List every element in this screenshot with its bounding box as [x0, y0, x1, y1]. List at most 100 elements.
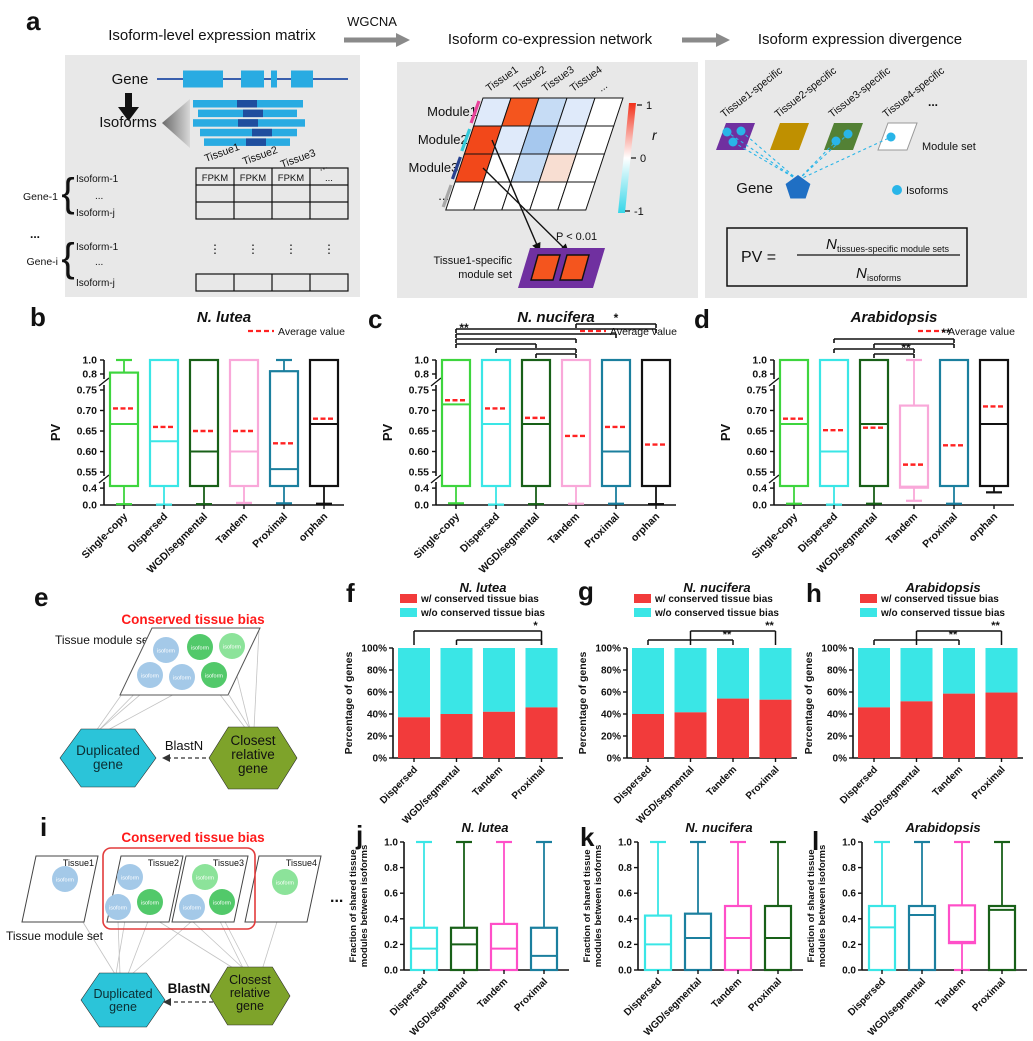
- isoform-bar-segment: [246, 138, 266, 146]
- box-Single-copy: [778, 358, 810, 509]
- panel-h-barchart: Arabidopsis w/ conserved tissue bias w/o c…: [798, 576, 1033, 831]
- y-axis-title: Percentage of genes: [343, 651, 355, 754]
- isoform-circle-label: isoform: [276, 881, 294, 887]
- chart-title: N. nucifera: [683, 580, 750, 595]
- tissue-module-set-label: Tissue module set: [6, 929, 104, 943]
- y-axis-title: Percentage of genes: [803, 651, 815, 754]
- axis-break-slash: [768, 474, 780, 484]
- isoform-circle-label: isoform: [157, 649, 175, 655]
- box-Tandem: [228, 358, 260, 509]
- y-tick-label: 0.4: [618, 914, 632, 925]
- fan-line: [117, 920, 121, 975]
- duplicated-gene-label: gene: [93, 757, 123, 772]
- y-tick-label: 20%: [367, 732, 387, 743]
- y-axis-title: Fraction of shared tissue: [348, 850, 359, 963]
- box-Tandem: [489, 840, 519, 972]
- x-tick-label: orphan: [296, 511, 330, 545]
- legend-swatch: [400, 608, 417, 617]
- isoform-circle: [52, 866, 78, 892]
- exon-box: [241, 70, 264, 88]
- fan-line: [253, 629, 260, 730]
- legend-label: Average value: [948, 326, 1015, 338]
- fan-line: [221, 915, 251, 971]
- y-tick-label: 80%: [827, 666, 847, 677]
- y-tick-label: 0.75: [747, 385, 768, 397]
- isoform-circle-label: isoform: [141, 674, 159, 680]
- workflow-arrow-2-head: [716, 33, 730, 47]
- box-Tandem: [723, 840, 753, 972]
- x-tick-label: orphan: [628, 511, 662, 545]
- y-tick-label: 0.55: [77, 467, 98, 479]
- panel-e-diagram: Conserved tissue bias Tissue module set is…: [0, 578, 335, 823]
- isoform-bar-segment: [252, 128, 272, 137]
- box-Dispersed: [867, 840, 897, 972]
- y-tick-label: 0.55: [409, 467, 430, 479]
- isoform-circle-label: isoform: [191, 646, 209, 652]
- y-tick-label: 0.70: [409, 405, 430, 417]
- formula-num: N: [826, 236, 837, 253]
- isoform-circle: [187, 634, 213, 660]
- conserved-tissue-bias-title: Conserved tissue bias: [121, 830, 264, 845]
- bar-segment-without-bias: [858, 648, 890, 708]
- isoform-bar: [200, 128, 297, 137]
- isoform-circle-label: isoform: [56, 878, 74, 884]
- bar-Proximal: [759, 648, 792, 758]
- y-tick-label: 20%: [601, 732, 621, 743]
- bar-segment-with-bias: [483, 711, 515, 758]
- panel-c-boxplot: N. nucifera Average value 1.0 0.8 0.75 0.70 0.…: [352, 300, 692, 580]
- blastn-label: BlastN: [165, 738, 203, 753]
- y-tick-label: 1.0: [82, 355, 97, 367]
- box-Single-copy: [440, 358, 472, 509]
- sig-stars: **: [941, 326, 951, 340]
- y-axis-title: Fraction of shared tissue: [582, 850, 593, 963]
- closest-relative-hexagon: [208, 726, 298, 790]
- y-tick-label: 0.4: [414, 483, 429, 495]
- legend-label: w/o conserved tissue bias: [420, 608, 545, 619]
- y-tick-label: 0.4: [842, 914, 856, 925]
- y-tick-label: 0.4: [82, 483, 97, 495]
- bar-WGD/segmental: [900, 648, 933, 758]
- y-tick-label: 0.65: [77, 426, 98, 438]
- bar-segment-without-bias: [674, 648, 707, 713]
- colorbar-tick: -1: [634, 206, 644, 218]
- isoform-circle: [272, 869, 298, 895]
- y-tick-label: 0.6: [842, 889, 856, 900]
- y-tick-label: 0.6: [618, 889, 632, 900]
- bar-segment-with-bias: [632, 714, 664, 758]
- isoforms-legend-label: Isoforms: [906, 185, 949, 197]
- bar-segment-with-bias: [717, 698, 749, 758]
- y-tick-label: 0%: [833, 754, 848, 765]
- box-body: [188, 358, 220, 488]
- panel-letter-k: k: [580, 822, 595, 852]
- step3-panel-bg: [705, 60, 1027, 298]
- box-body: [560, 358, 592, 488]
- bar-segment-with-bias: [525, 707, 558, 758]
- y-tick-label: 0.8: [82, 369, 97, 381]
- chart-title: N. lutea: [462, 820, 509, 835]
- isoform-dot: [886, 132, 896, 142]
- y-tick-label: 0.8: [618, 863, 632, 874]
- tissue-name: Tissue4: [286, 858, 317, 868]
- y-tick-label: 0.65: [409, 426, 430, 438]
- legend-swatch: [634, 594, 651, 603]
- panel-letter-c: c: [368, 304, 383, 334]
- bar-segment-with-bias: [398, 717, 430, 758]
- y-tick-label: 0.8: [752, 369, 767, 381]
- bar-Dispersed: [632, 648, 664, 758]
- box-Dispersed: [643, 840, 673, 972]
- box-body: [520, 358, 552, 488]
- row-label: Isoform-j: [76, 278, 115, 289]
- isoforms-legend-dot: [892, 185, 902, 195]
- formula-den-sub: isoforms: [867, 273, 902, 283]
- y-tick-label: 0%: [373, 754, 388, 765]
- y-tick-label: 1.0: [842, 838, 856, 849]
- exon-box: [271, 70, 277, 88]
- dots: ...: [330, 889, 343, 906]
- isoform-circle: [153, 637, 179, 663]
- isoform-circle-label: isoform: [205, 674, 223, 680]
- workflow-canvas: Isoform-level expression matrix WGCNA Isof…: [23, 14, 1027, 298]
- x-tick-label: Dispersed: [838, 764, 880, 806]
- y-tick-label: 0.55: [747, 467, 768, 479]
- box-body: [643, 914, 673, 972]
